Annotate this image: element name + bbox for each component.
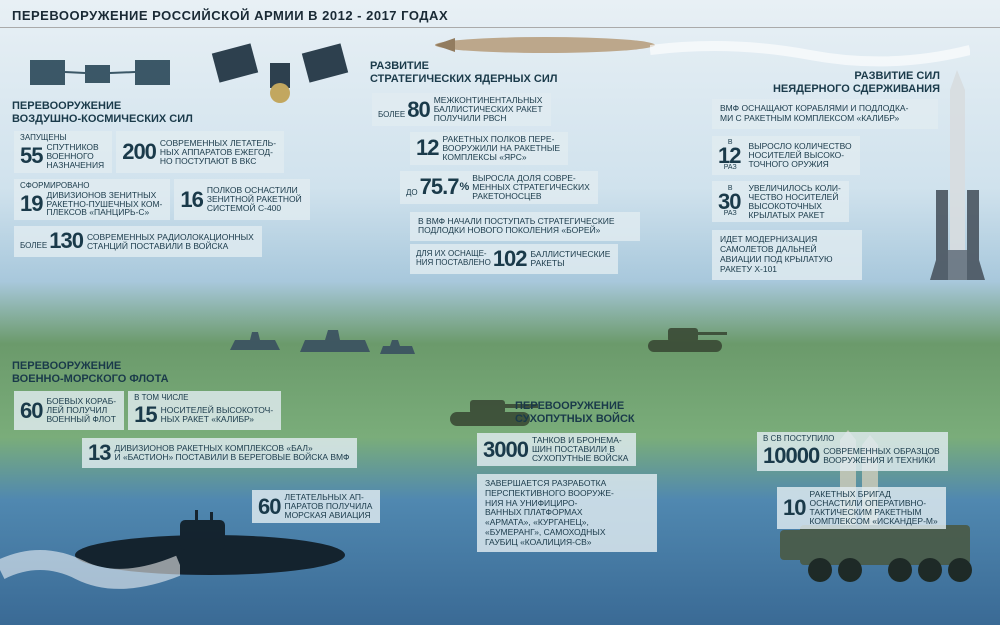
ground-stat-10000: В СВ ПОСТУПИЛО 10000 СОВРЕМЕННЫХ ОБРАЗЦО… — [757, 432, 948, 471]
number: 75.7 — [420, 175, 459, 199]
vks-stat-19: СФОРМИРОВАНО 19 ДИВИЗИОНОВ ЗЕНИТНЫХ РАКЕ… — [14, 179, 170, 221]
ground-stat-10: 10 РАКЕТНЫХ БРИГАД ОСНАСТИЛИ ОПЕРАТИВНО-… — [777, 487, 946, 529]
nuclear-stat-757: ДО 75.7 % ВЫРОСЛА ДОЛЯ СОВРЕ- МЕННЫХ СТР… — [400, 171, 598, 204]
text: РАКЕТНЫХ БРИГАД ОСНАСТИЛИ ОПЕРАТИВНО- ТА… — [809, 490, 937, 526]
number: 30 — [718, 193, 740, 211]
nuclear-note: В ВМФ НАЧАЛИ ПОСТУПАТЬ СТРАТЕГИЧЕСКИЕ ПО… — [410, 212, 640, 242]
text: ДИВИЗИОНОВ РАКЕТНЫХ КОМПЛЕКСОВ «БАЛ» И «… — [114, 444, 349, 462]
unit: РАЗ — [724, 210, 737, 218]
cruise-missile-icon — [430, 30, 660, 60]
nuclear-stat-12: 12 РАКЕТНЫХ ПОЛКОВ ПЕРЕ- ВООРУЖИЛИ НА РА… — [410, 132, 568, 165]
number: 3000 — [483, 438, 528, 462]
number: 15 — [134, 403, 156, 427]
section-nonnuclear: РАЗВИТИЕ СИЛ НЕЯДЕРНОГО СДЕРЖИВАНИЯ ВМФ … — [710, 70, 940, 282]
vks-stat-16: 16 ПОЛКОВ ОСНАСТИЛИ ЗЕНИТНОЙ РАКЕТНОЙ СИ… — [174, 179, 309, 221]
missile-trail-icon — [650, 35, 970, 75]
label: ДЛЯ ИХ ОСНАЩЕ- НИЯ ПОСТАВЛЕНО — [416, 250, 491, 268]
number: 10 — [783, 496, 805, 520]
vks-stat-200: 200 СОВРЕМЕННЫХ ЛЕТАТЕЛЬ- НЫХ АППАРАТОВ … — [116, 131, 284, 173]
vks-header: ПЕРЕВООРУЖЕНИЕ ВОЗДУШНО-КОСМИЧЕСКИХ СИЛ — [12, 100, 352, 125]
navy-stat-13: 13 ДИВИЗИОНОВ РАКЕТНЫХ КОМПЛЕКСОВ «БАЛ» … — [82, 438, 357, 468]
section-ground: ПЕРЕВООРУЖЕНИЕ СУХОПУТНЫХ ВОЙСК 3000 ТАН… — [475, 400, 965, 554]
nonnuclear-header: РАЗВИТИЕ СИЛ НЕЯДЕРНОГО СДЕРЖИВАНИЯ — [710, 70, 940, 95]
number: 55 — [20, 144, 42, 168]
unit: РАЗ — [724, 164, 737, 172]
ground-stat-3000: 3000 ТАНКОВ И БРОНЕМА- ШИН ПОСТАВИЛИ В С… — [477, 433, 636, 466]
wake-icon — [0, 540, 180, 600]
number: 60 — [258, 495, 280, 519]
number: 19 — [20, 192, 42, 216]
number: 200 — [122, 140, 156, 164]
number: 12 — [416, 136, 438, 160]
ships-icon — [220, 320, 420, 360]
text: СПУТНИКОВ ВОЕННОГО НАЗНАЧЕНИЯ — [46, 143, 104, 170]
text: СОВРЕМЕННЫХ РАДИОЛОКАЦИОННЫХ СТАНЦИЙ ПОС… — [87, 233, 254, 251]
nuclear-stat-80: БОЛЕЕ 80 МЕЖКОНТИНЕНТАЛЬНЫХ БАЛЛИСТИЧЕСК… — [372, 93, 551, 126]
label: БОЛЕЕ — [378, 111, 405, 120]
vks-stat-130: БОЛЕЕ 130 СОВРЕМЕННЫХ РАДИОЛОКАЦИОННЫХ С… — [14, 226, 262, 256]
ground-note: ЗАВЕРШАЕТСЯ РАЗРАБОТКА ПЕРСПЕКТИВНОГО ВО… — [477, 474, 657, 552]
navy-stat-15: В ТОМ ЧИСЛЕ 15 НОСИТЕЛЕЙ ВЫСОКОТОЧ- НЫХ … — [128, 391, 281, 430]
text: ТАНКОВ И БРОНЕМА- ШИН ПОСТАВИЛИ В СУХОПУ… — [532, 436, 629, 463]
number: 60 — [20, 399, 42, 423]
section-navy: ПЕРЕВООРУЖЕНИЕ ВОЕННО-МОРСКОГО ФЛОТА 60 … — [12, 360, 412, 525]
text: УВЕЛИЧИЛОСЬ КОЛИ- ЧЕСТВО НОСИТЕЛЕЙ ВЫСОК… — [748, 184, 840, 220]
ground-header: ПЕРЕВООРУЖЕНИЕ СУХОПУТНЫХ ВОЙСК — [515, 400, 965, 425]
nonnuclear-note1: ВМФ ОСНАЩАЮТ КОРАБЛЯМИ И ПОДЛОДКА- МИ С … — [712, 99, 938, 129]
label: БОЛЕЕ — [20, 242, 47, 251]
text: ПОЛКОВ ОСНАСТИЛИ ЗЕНИТНОЙ РАКЕТНОЙ СИСТЕ… — [207, 186, 302, 213]
text: ВЫРОСЛА ДОЛЯ СОВРЕ- МЕННЫХ СТРАТЕГИЧЕСКИ… — [472, 174, 590, 201]
tank2-icon — [640, 320, 730, 355]
page-title: ПЕРЕВООРУЖЕНИЕ РОССИЙСКОЙ АРМИИ В 2012 -… — [0, 0, 1000, 28]
text: СОВРЕМЕННЫХ ОБРАЗЦОВ ВООРУЖЕНИЯ И ТЕХНИК… — [823, 447, 940, 465]
number: 80 — [407, 98, 429, 122]
text: МЕЖКОНТИНЕНТАЛЬНЫХ БАЛЛИСТИЧЕСКИХ РАКЕТ … — [434, 96, 543, 123]
text: НОСИТЕЛЕЙ ВЫСОКОТОЧ- НЫХ РАКЕТ «КАЛИБР» — [161, 406, 274, 424]
number: 12 — [718, 147, 740, 165]
number: 130 — [49, 229, 83, 253]
section-vks: ПЕРЕВООРУЖЕНИЕ ВОЗДУШНО-КОСМИЧЕСКИХ СИЛ … — [12, 100, 352, 259]
number: 102 — [493, 247, 527, 271]
text: БОЕВЫХ КОРАБ- ЛЕЙ ПОЛУЧИЛ ВОЕННЫЙ ФЛОТ — [46, 397, 116, 424]
navy-stat-60ships: 60 БОЕВЫХ КОРАБ- ЛЕЙ ПОЛУЧИЛ ВОЕННЫЙ ФЛО… — [14, 391, 124, 430]
number: 13 — [88, 441, 110, 465]
text: БАЛЛИСТИЧЕСКИЕ РАКЕТЫ — [531, 250, 611, 268]
section-nuclear: РАЗВИТИЕ СТРАТЕГИЧЕСКИХ ЯДЕРНЫХ СИЛ БОЛЕ… — [370, 60, 670, 276]
text: ДИВИЗИОНОВ ЗЕНИТНЫХ РАКЕТНО-ПУШЕЧНЫХ КОМ… — [46, 191, 162, 218]
navy-header: ПЕРЕВООРУЖЕНИЕ ВОЕННО-МОРСКОГО ФЛОТА — [12, 360, 412, 385]
text: ВЫРОСЛО КОЛИЧЕСТВО НОСИТЕЛЕЙ ВЫСОКО- ТОЧ… — [748, 142, 851, 169]
navy-stat-60air: 60 ЛЕТАТЕЛЬНЫХ АП- ПАРАТОВ ПОЛУЧИЛА МОРС… — [252, 490, 380, 523]
number: 10000 — [763, 444, 819, 468]
nonnuclear-stat-30x: В 30 РАЗ УВЕЛИЧИЛОСЬ КОЛИ- ЧЕСТВО НОСИТЕ… — [712, 181, 849, 223]
label: ДО — [406, 189, 418, 198]
nonnuclear-stat-12x: В 12 РАЗ ВЫРОСЛО КОЛИЧЕСТВО НОСИТЕЛЕЙ ВЫ… — [712, 136, 860, 175]
text: РАКЕТНЫХ ПОЛКОВ ПЕРЕ- ВООРУЖИЛИ НА РАКЕТ… — [442, 135, 560, 162]
unit: % — [459, 181, 469, 193]
text: СОВРЕМЕННЫХ ЛЕТАТЕЛЬ- НЫХ АППАРАТОВ ЕЖЕГ… — [160, 139, 276, 166]
nuclear-stat-102: ДЛЯ ИХ ОСНАЩЕ- НИЯ ПОСТАВЛЕНО 102 БАЛЛИС… — [410, 244, 618, 274]
text: ЛЕТАТЕЛЬНЫХ АП- ПАРАТОВ ПОЛУЧИЛА МОРСКАЯ… — [284, 493, 372, 520]
nonnuclear-note2: ИДЕТ МОДЕРНИЗАЦИЯ САМОЛЕТОВ ДАЛЬНЕЙ АВИА… — [712, 230, 862, 279]
nuclear-header: РАЗВИТИЕ СТРАТЕГИЧЕСКИХ ЯДЕРНЫХ СИЛ — [370, 60, 670, 85]
vks-stat-55: ЗАПУЩЕНЫ 55 СПУТНИКОВ ВОЕННОГО НАЗНАЧЕНИ… — [14, 131, 112, 173]
number: 16 — [180, 188, 202, 212]
